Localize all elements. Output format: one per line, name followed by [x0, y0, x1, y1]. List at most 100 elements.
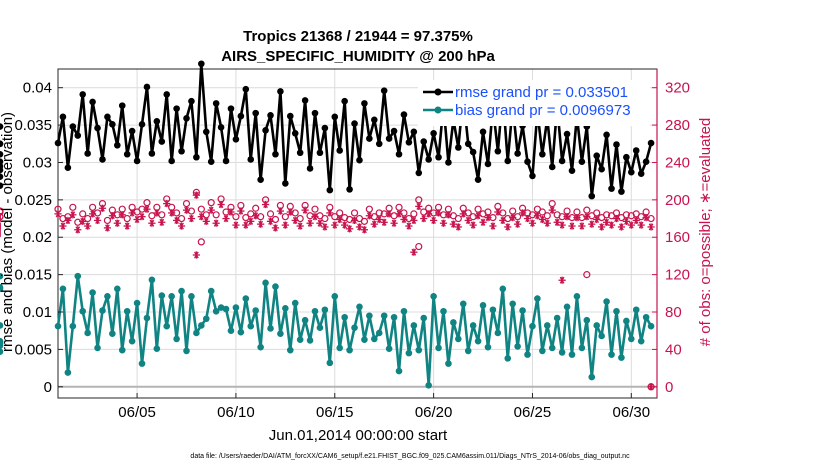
possible-obs-point — [538, 208, 546, 216]
possible-obs-point — [504, 214, 512, 223]
rmse-point — [118, 102, 126, 109]
evaluated-obs-point — [563, 213, 571, 221]
evaluated-obs-point — [598, 223, 606, 231]
bias-point — [642, 313, 650, 321]
bias-point — [647, 322, 655, 330]
evaluated-obs-point — [385, 210, 393, 218]
bias-point — [583, 316, 591, 324]
bias-point — [277, 330, 284, 337]
rmse-point — [232, 135, 240, 143]
evaluated-obs-point — [173, 216, 181, 225]
evaluated-obs-point — [607, 221, 616, 229]
rmse-point — [445, 159, 452, 166]
bias-point — [455, 335, 462, 343]
evaluated-obs-point — [449, 220, 457, 228]
evaluated-obs-point — [514, 220, 522, 228]
evaluated-obs-point — [257, 220, 265, 228]
evaluated-obs-point — [553, 218, 561, 226]
evaluated-obs-point — [232, 221, 240, 229]
evaluated-obs-point — [177, 222, 186, 230]
evaluated-obs-point — [187, 214, 196, 223]
bias-point — [489, 306, 497, 314]
evaluated-obs-point — [192, 191, 200, 199]
bias-point — [637, 337, 645, 345]
rmse-point — [227, 105, 235, 112]
evaluated-obs-point — [602, 218, 611, 226]
bias-point — [543, 322, 551, 329]
rmse-point — [464, 140, 472, 148]
evaluated-obs-point — [242, 221, 250, 229]
bias-point — [54, 322, 62, 330]
evaluated-obs-point — [627, 221, 635, 229]
rmse-point — [54, 139, 62, 147]
possible-obs-point — [405, 214, 413, 223]
bias-point — [109, 330, 116, 337]
bias-point — [524, 351, 531, 358]
bias-point — [0, 284, 4, 291]
bias-point — [440, 307, 447, 315]
rmse-point — [222, 157, 230, 165]
evaluated-obs-point — [494, 208, 502, 216]
possible-obs-point — [528, 211, 537, 219]
rmse-point — [296, 149, 304, 157]
rmse-point — [435, 153, 442, 161]
y-tick-label-left: 0.04 — [23, 80, 52, 97]
evaluated-obs-point — [479, 218, 487, 226]
x-tick-label: 06/30 — [613, 404, 651, 421]
evaluated-obs-point — [276, 207, 285, 215]
rmse-point — [558, 157, 566, 165]
evaluated-obs-point — [227, 208, 235, 216]
rmse-point — [425, 156, 432, 163]
evaluated-obs-point — [489, 222, 497, 230]
evaluated-obs-point — [558, 221, 566, 229]
rmse-point — [613, 141, 620, 148]
bias-point — [291, 299, 299, 307]
bias-point — [262, 279, 269, 287]
y-tick-label-right: 120 — [665, 267, 690, 284]
bias-point — [390, 313, 398, 321]
y-tick-label-right: 80 — [665, 304, 682, 321]
rmse-point — [153, 118, 161, 125]
evaluated-obs-point — [420, 214, 428, 223]
possible-obs-point — [499, 209, 507, 217]
bias-point — [603, 298, 610, 305]
evaluated-obs-point — [390, 219, 398, 227]
rmse-point — [173, 105, 180, 112]
possible-obs-point — [296, 214, 304, 223]
rmse-point — [469, 148, 477, 156]
bias-point — [474, 337, 482, 345]
bias-point — [0, 322, 4, 329]
rmse-point — [647, 139, 655, 147]
rmse-point — [104, 113, 111, 121]
bias-point — [173, 335, 180, 343]
legend: rmse grand pr = 0.033501 bias grand pr =… — [418, 80, 650, 126]
rmse-point — [0, 173, 4, 180]
evaluated-obs-point — [98, 204, 107, 212]
possible-obs-point — [637, 213, 645, 221]
bias-point — [321, 306, 329, 314]
evaluated-obs-point — [123, 222, 131, 230]
rmse-point — [262, 127, 269, 134]
rmse-point — [623, 153, 630, 161]
evaluated-obs-point — [266, 217, 275, 225]
rmse-point — [637, 170, 645, 177]
evaluated-obs-point — [108, 212, 116, 220]
rmse-point — [0, 140, 4, 148]
evaluated-obs-point — [311, 213, 319, 221]
evaluated-obs-point — [370, 220, 378, 228]
rmse-point — [410, 128, 418, 136]
rmse-point — [267, 112, 274, 119]
rmse-point — [568, 167, 576, 174]
evaluated-obs-point — [400, 215, 408, 224]
bias-point — [114, 285, 121, 293]
rmse-point — [632, 147, 640, 154]
evaluated-obs-point — [647, 223, 655, 231]
axes-frame — [57, 68, 658, 399]
evaluated-obs-point — [192, 251, 200, 259]
possible-obs-point — [514, 213, 522, 221]
bias-point — [578, 344, 586, 352]
evaluated-obs-point — [578, 222, 586, 230]
rmse-point — [608, 185, 615, 192]
possible-obs-point — [647, 214, 655, 223]
evaluated-obs-point — [355, 223, 364, 231]
